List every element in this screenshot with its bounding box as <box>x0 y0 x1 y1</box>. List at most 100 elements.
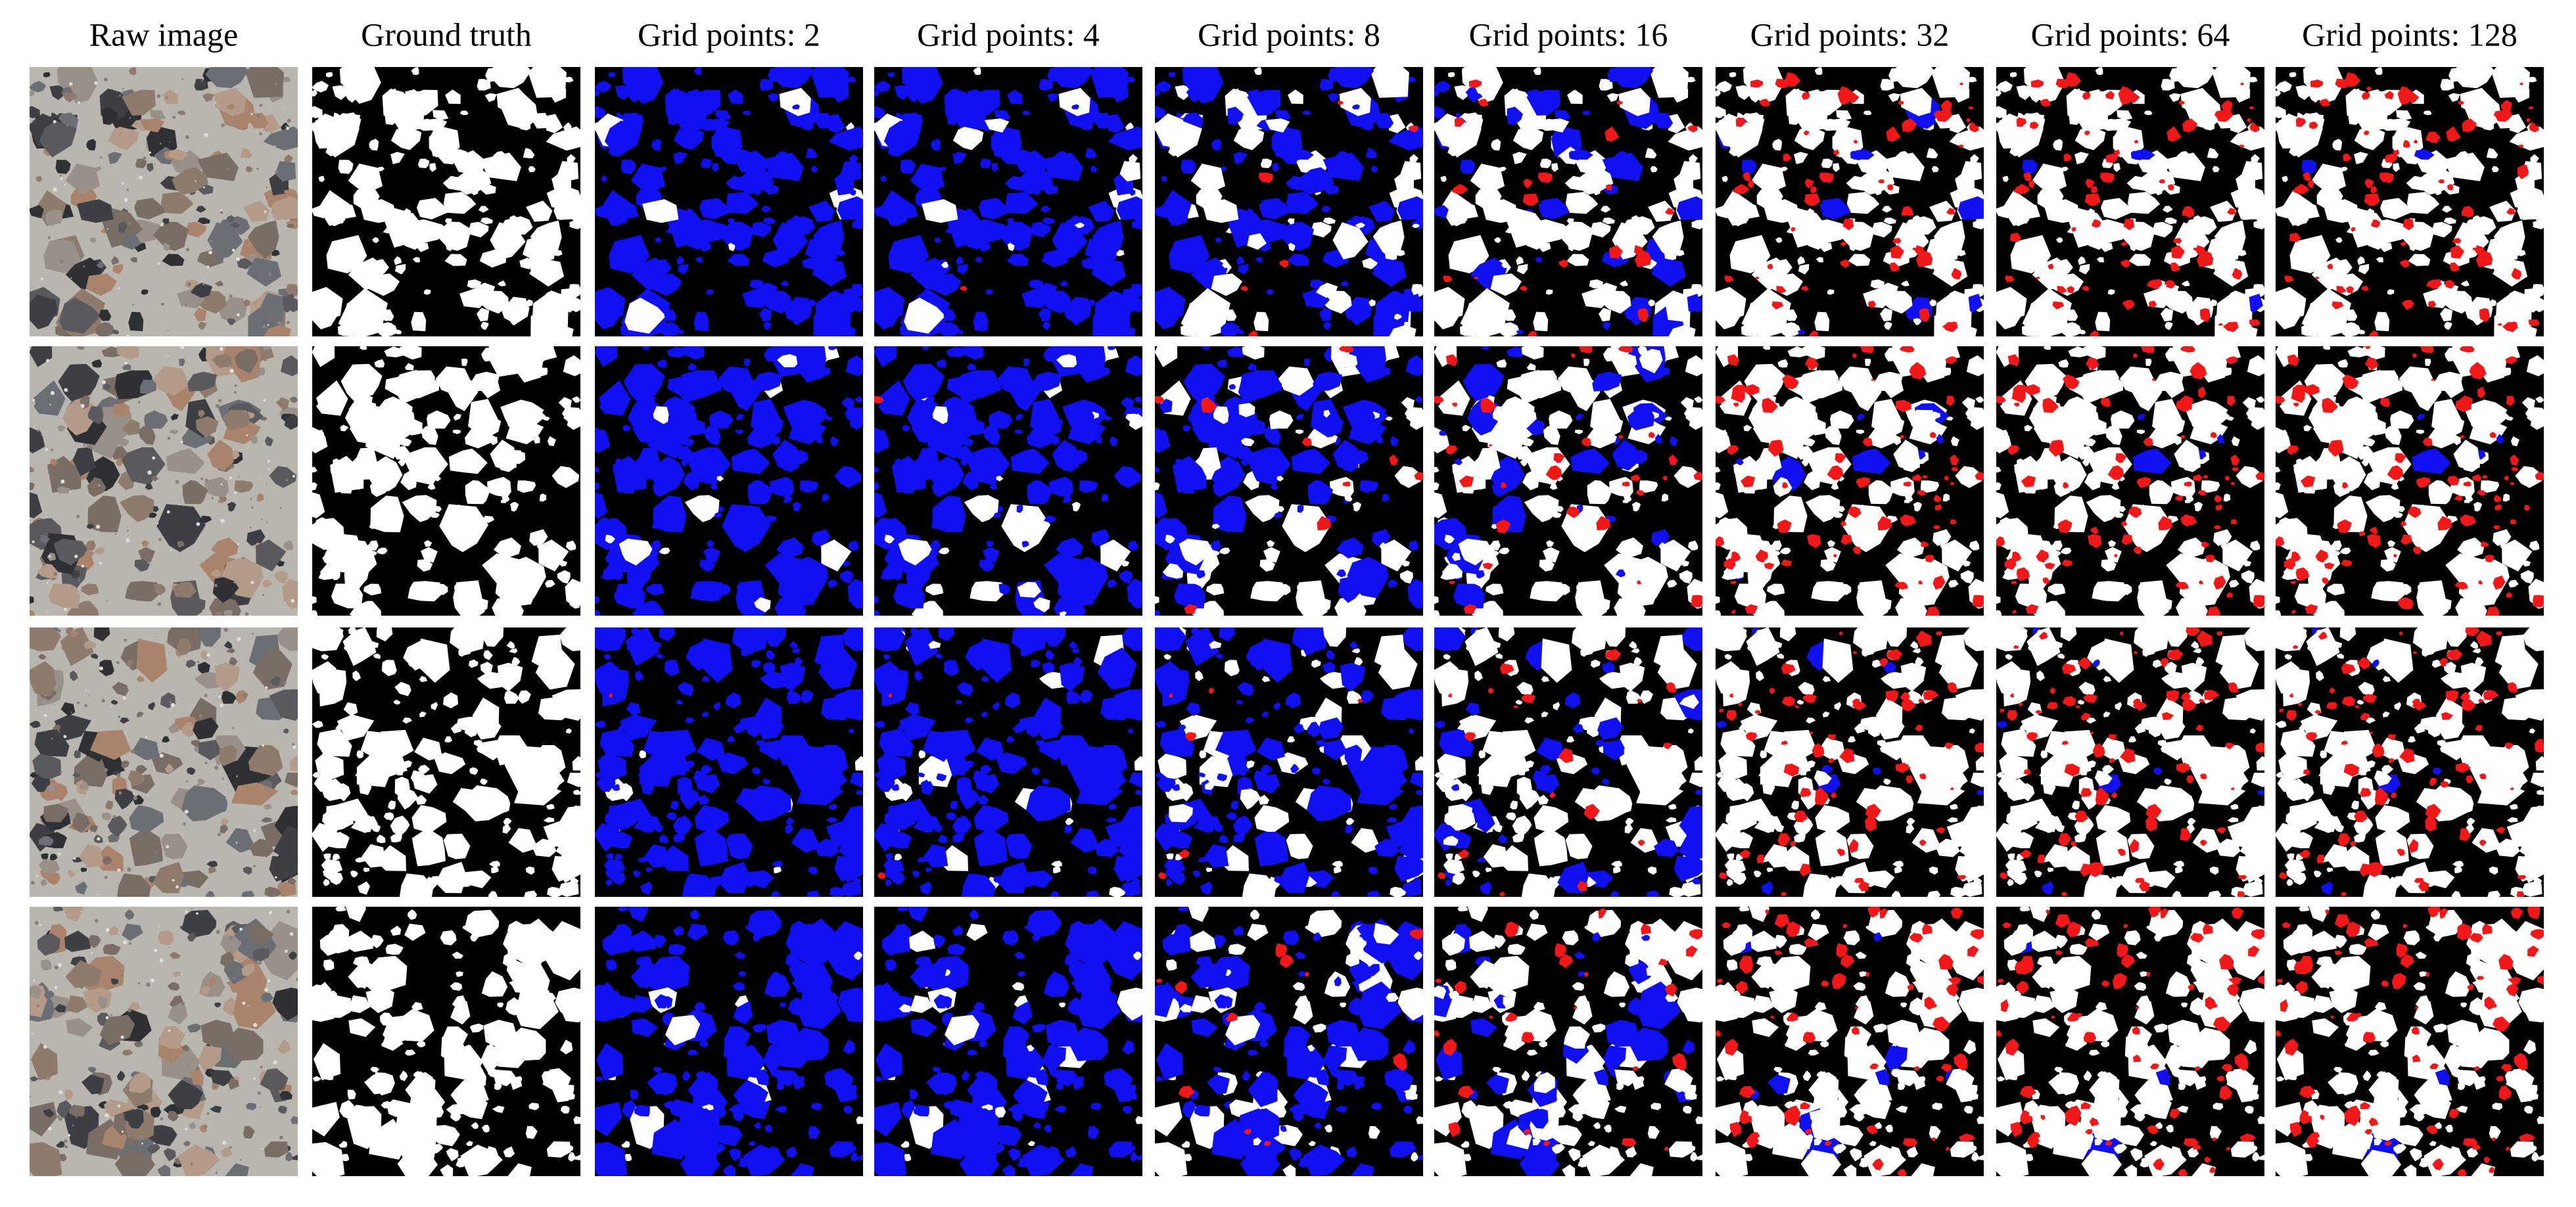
segment <box>684 495 720 522</box>
speck <box>101 698 105 703</box>
false-positive <box>2232 267 2243 280</box>
segment <box>2491 67 2530 98</box>
segment <box>707 540 715 547</box>
segment <box>525 866 535 875</box>
segment <box>900 160 916 174</box>
false-positive <box>2385 153 2398 163</box>
segment <box>1108 804 1117 810</box>
stone <box>129 828 163 867</box>
false-positive <box>2151 378 2156 381</box>
segment <box>2107 379 2124 394</box>
segment <box>1687 540 1698 551</box>
segment <box>1461 67 1503 104</box>
segment <box>604 120 642 158</box>
segment <box>421 426 438 445</box>
segment <box>2385 426 2402 445</box>
stone <box>108 152 122 164</box>
segment <box>390 815 410 837</box>
segment <box>1195 670 1204 681</box>
segment <box>1950 436 1959 447</box>
segment <box>1260 158 1273 168</box>
segment <box>792 318 801 325</box>
segment <box>904 627 939 666</box>
segment <box>1524 717 1535 724</box>
false-positive <box>1438 872 1446 879</box>
stone <box>249 838 274 857</box>
segment <box>1037 717 1064 740</box>
segment <box>1996 346 2019 367</box>
segment <box>1486 583 1504 596</box>
segment <box>738 581 762 598</box>
segment <box>628 92 644 103</box>
segment <box>1921 480 1940 493</box>
stone <box>229 222 241 229</box>
segment <box>431 702 438 711</box>
segment <box>1400 161 1422 182</box>
segment <box>856 789 863 795</box>
segment <box>779 87 811 116</box>
speck <box>158 537 162 541</box>
segment <box>627 399 661 436</box>
segment <box>1686 76 1696 83</box>
segment <box>1519 788 1541 810</box>
segment <box>595 627 626 652</box>
segment <box>503 817 512 825</box>
segment <box>1155 81 1171 93</box>
segment <box>502 495 510 502</box>
segment <box>1602 779 1610 785</box>
false-positive <box>2493 575 2506 590</box>
segment <box>1434 346 1457 367</box>
speck <box>154 851 157 854</box>
segment <box>1825 426 1842 445</box>
segment <box>956 770 966 775</box>
false-positive <box>1637 580 1642 585</box>
stone <box>284 190 291 196</box>
stone <box>45 210 63 227</box>
segment <box>435 861 467 894</box>
segment <box>1238 403 1255 417</box>
false-positive <box>2123 219 2135 231</box>
segment <box>747 785 791 822</box>
false-positive <box>2085 179 2095 189</box>
segment <box>1334 867 1342 874</box>
segment <box>1434 596 1439 604</box>
segment <box>1386 817 1397 823</box>
segment <box>509 648 518 654</box>
segment <box>1005 692 1021 708</box>
segment <box>530 220 562 259</box>
segment <box>1108 346 1116 350</box>
segment <box>1027 480 1053 505</box>
stone <box>162 736 170 743</box>
segment <box>2189 409 2216 431</box>
segment <box>1010 448 1050 474</box>
segment <box>1253 311 1269 332</box>
segment <box>947 855 958 865</box>
segment <box>774 867 782 874</box>
segment <box>1545 379 1562 394</box>
segment <box>874 346 897 367</box>
segment <box>445 242 453 252</box>
segment <box>1163 654 1172 660</box>
segment <box>1086 890 1100 897</box>
segment <box>2107 289 2115 295</box>
segment <box>1631 215 1639 223</box>
false-positive <box>2477 386 2486 399</box>
false-positive <box>1434 396 1444 404</box>
stone <box>148 702 156 711</box>
false-positive <box>1596 516 1611 531</box>
segment <box>622 424 632 432</box>
segment <box>833 313 842 320</box>
segment <box>1443 836 1459 846</box>
panel-content <box>595 346 863 616</box>
segment <box>595 610 600 616</box>
segment <box>1692 877 1701 884</box>
false-positive <box>2032 390 2037 394</box>
false-positive <box>1731 384 1745 403</box>
segment <box>2012 210 2030 227</box>
segment <box>642 199 679 223</box>
segment <box>444 218 452 225</box>
speck <box>45 695 47 696</box>
segment <box>1388 114 1406 133</box>
stone <box>57 424 66 432</box>
speck <box>220 703 224 708</box>
